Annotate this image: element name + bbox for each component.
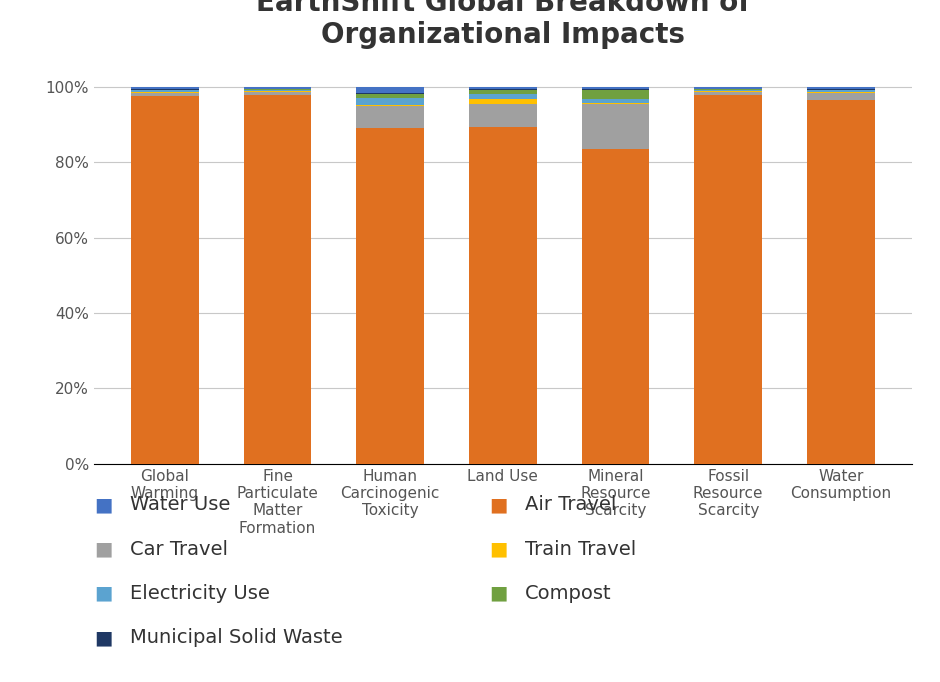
Bar bbox=[469, 94, 537, 100]
Bar bbox=[807, 91, 874, 92]
Bar bbox=[695, 91, 762, 95]
Text: Train Travel: Train Travel bbox=[525, 539, 635, 559]
Text: ■: ■ bbox=[94, 628, 113, 647]
Bar bbox=[469, 104, 537, 127]
Text: Car Travel: Car Travel bbox=[130, 539, 227, 559]
Text: Air Travel: Air Travel bbox=[525, 495, 616, 514]
Bar bbox=[356, 128, 424, 464]
Bar bbox=[356, 106, 424, 128]
Bar bbox=[582, 89, 650, 90]
Bar bbox=[582, 90, 650, 100]
Bar bbox=[132, 96, 198, 464]
Text: ■: ■ bbox=[489, 539, 508, 559]
Bar bbox=[243, 87, 311, 89]
Bar bbox=[243, 95, 311, 464]
Bar bbox=[243, 89, 311, 91]
Text: Municipal Solid Waste: Municipal Solid Waste bbox=[130, 628, 342, 647]
Bar bbox=[582, 104, 650, 149]
Text: ■: ■ bbox=[94, 539, 113, 559]
Text: ■: ■ bbox=[489, 584, 508, 603]
Bar bbox=[469, 89, 537, 90]
Bar bbox=[132, 87, 198, 89]
Bar bbox=[356, 93, 424, 94]
Bar bbox=[469, 90, 537, 94]
Bar bbox=[807, 87, 874, 89]
Bar bbox=[469, 127, 537, 464]
Bar bbox=[582, 87, 650, 89]
Bar bbox=[356, 87, 424, 93]
Bar bbox=[695, 95, 762, 464]
Bar bbox=[582, 149, 650, 464]
Bar bbox=[582, 103, 650, 104]
Bar bbox=[469, 100, 537, 104]
Bar bbox=[807, 92, 874, 93]
Title: EarthShift Global Breakdown of
Organizational Impacts: EarthShift Global Breakdown of Organizat… bbox=[256, 0, 750, 49]
Bar bbox=[132, 91, 198, 92]
Bar bbox=[243, 91, 311, 95]
Text: Water Use: Water Use bbox=[130, 495, 230, 514]
Bar bbox=[807, 89, 874, 91]
Bar bbox=[695, 89, 762, 91]
Text: Electricity Use: Electricity Use bbox=[130, 584, 270, 603]
Text: Compost: Compost bbox=[525, 584, 611, 603]
Bar bbox=[807, 93, 874, 100]
Text: ■: ■ bbox=[489, 495, 508, 514]
Bar bbox=[132, 89, 198, 90]
Bar bbox=[132, 93, 198, 96]
Bar bbox=[356, 98, 424, 106]
Bar bbox=[582, 100, 650, 103]
Text: ■: ■ bbox=[94, 584, 113, 603]
Bar bbox=[356, 94, 424, 98]
Bar bbox=[695, 87, 762, 89]
Bar bbox=[469, 87, 537, 89]
Bar bbox=[807, 100, 874, 464]
Text: ■: ■ bbox=[94, 495, 113, 514]
